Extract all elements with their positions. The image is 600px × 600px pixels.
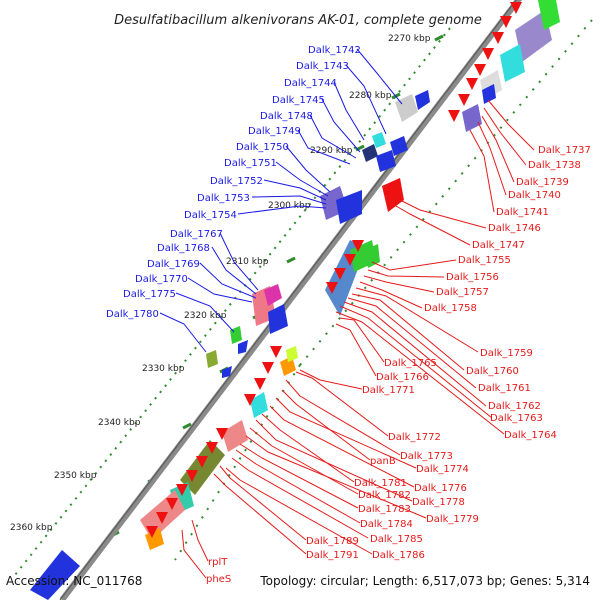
- gene-label: Dalk_1759: [480, 348, 533, 359]
- gene-label: Dalk_1749: [248, 126, 301, 137]
- kbp-label-2290: 2290 kbp: [310, 146, 353, 156]
- gene-label: Dalk_1775: [123, 289, 176, 300]
- gene-label: Dalk_1752: [210, 176, 263, 187]
- gene-label: Dalk_1769: [147, 259, 200, 270]
- gene-label: Dalk_1739: [516, 177, 569, 188]
- genome-backbone: [59, 0, 522, 600]
- gene-label: Dalk_1748: [260, 111, 313, 122]
- genome-backbone-edge: [59, 0, 517, 600]
- kbp-label-2280: 2280 kbp: [349, 91, 392, 101]
- reverse-arrows: [146, 2, 522, 538]
- kbp-label-2350: 2350 kbp: [54, 471, 97, 481]
- forward-label-lines: [159, 48, 403, 353]
- reverse-labels: Dalk_1737 Dalk_1738 Dalk_1739 Dalk_1740 …: [206, 145, 591, 585]
- gene-label: Dalk_1741: [496, 207, 549, 218]
- gene-label: Dalk_1760: [466, 366, 519, 377]
- topology-text: Topology: circular; Length: 6,517,073 bp…: [259, 574, 590, 588]
- gene-label: Dalk_1776: [414, 483, 467, 494]
- gene-label: Dalk_1761: [478, 383, 531, 394]
- gene-label: Dalk_1743: [296, 61, 349, 72]
- gene-label: Dalk_1783: [358, 504, 411, 515]
- gene-label: Dalk_1758: [424, 303, 477, 314]
- gene-label: Dalk_1762: [488, 401, 541, 412]
- gene-label: Dalk_1764: [504, 430, 557, 441]
- kbp-label-2310: 2310 kbp: [226, 257, 269, 267]
- gene-label: Dalk_1763: [490, 413, 543, 424]
- gene-label: panB: [370, 456, 396, 467]
- gene-label: Dalk_1754: [184, 210, 237, 221]
- gene-label: Dalk_1753: [197, 193, 250, 204]
- gene-label: Dalk_1755: [458, 255, 511, 266]
- gene-label: Dalk_1786: [372, 550, 425, 561]
- gene-label: Dalk_1779: [426, 514, 479, 525]
- gene-label: Dalk_1744: [284, 78, 337, 89]
- kbp-label-2360: 2360 kbp: [10, 523, 53, 533]
- gene-label: Dalk_1772: [388, 432, 441, 443]
- gene-label: Dalk_1740: [508, 190, 561, 201]
- gene-label: Dalk_1742: [308, 45, 361, 56]
- accession-text: Accession: NC_011768: [6, 574, 142, 588]
- gene-label: Dalk_1784: [360, 519, 413, 530]
- gene-label: Dalk_1791: [306, 550, 359, 561]
- kbp-label-2320: 2320 kbp: [184, 311, 227, 321]
- forward-strand-features: [30, 90, 430, 600]
- gene-label: Dalk_1747: [472, 240, 525, 251]
- gene-label: Dalk_1767: [170, 229, 223, 240]
- gene-label: Dalk_1785: [370, 534, 423, 545]
- gene-label: Dalk_1782: [358, 490, 411, 501]
- kbp-label-2300: 2300 kbp: [268, 201, 311, 211]
- gene-label: Dalk_1770: [135, 274, 188, 285]
- gene-label: Dalk_1751: [224, 158, 277, 169]
- gene-label: Dalk_1781: [354, 478, 407, 489]
- forward-labels: Dalk_1742 Dalk_1743 Dalk_1744 Dalk_1745 …: [106, 45, 361, 320]
- gene-label: Dalk_1765: [384, 358, 437, 369]
- gene-label: Dalk_1750: [236, 142, 289, 153]
- gene-label: Dalk_1768: [157, 243, 210, 254]
- kbp-label-2330: 2330 kbp: [142, 364, 185, 374]
- gene-label: Dalk_1774: [416, 464, 469, 475]
- gene-label: Dalk_1780: [106, 309, 159, 320]
- gene-label: Dalk_1766: [376, 372, 429, 383]
- gene-label: Dalk_1789: [306, 536, 359, 547]
- gene-label: rplT: [208, 557, 228, 568]
- gene-label: Dalk_1757: [436, 287, 489, 298]
- kbp-label-2340: 2340 kbp: [98, 418, 141, 428]
- gene-label: Dalk_1745: [272, 95, 325, 106]
- gene-label: Dalk_1773: [400, 451, 453, 462]
- map-title: Desulfatibacillum alkenivorans AK-01, co…: [114, 13, 482, 28]
- reverse-label-lines: [181, 99, 535, 579]
- gene-label: Dalk_1771: [362, 385, 415, 396]
- gene-label: Dalk_1738: [528, 160, 581, 171]
- gene-label: Dalk_1778: [412, 497, 465, 508]
- gene-label: Dalk_1746: [488, 223, 541, 234]
- gene-label: Dalk_1737: [538, 145, 591, 156]
- kbp-label-2270: 2270 kbp: [388, 34, 431, 44]
- gene-label: Dalk_1756: [446, 272, 499, 283]
- gene-label: pheS: [206, 574, 231, 585]
